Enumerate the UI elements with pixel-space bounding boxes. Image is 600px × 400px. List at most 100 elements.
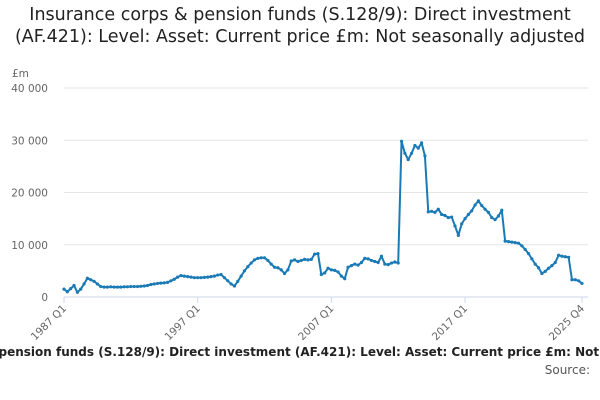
data-point[interactable] — [406, 157, 410, 162]
data-point[interactable] — [79, 287, 83, 291]
data-point[interactable] — [65, 290, 69, 294]
data-point[interactable] — [580, 281, 584, 286]
data-point[interactable] — [186, 275, 190, 279]
data-point[interactable] — [102, 285, 106, 289]
data-point[interactable] — [272, 265, 277, 269]
data-point[interactable] — [152, 282, 156, 286]
data-point[interactable] — [69, 287, 73, 291]
data-point[interactable] — [450, 215, 454, 219]
data-point[interactable] — [456, 233, 460, 237]
data-point[interactable] — [162, 281, 166, 285]
data-point[interactable] — [289, 259, 293, 263]
data-point[interactable] — [189, 275, 193, 279]
data-point[interactable] — [316, 252, 320, 256]
data-point[interactable] — [125, 285, 130, 289]
data-point[interactable] — [212, 274, 216, 278]
data-point[interactable] — [386, 263, 390, 267]
data-point[interactable] — [62, 287, 66, 291]
data-point[interactable] — [92, 279, 96, 283]
data-point[interactable] — [460, 222, 464, 226]
data-point[interactable] — [383, 262, 387, 266]
data-point[interactable] — [396, 261, 400, 265]
data-point[interactable] — [176, 275, 180, 279]
data-point[interactable] — [366, 257, 370, 261]
data-point[interactable] — [206, 275, 210, 279]
data-point[interactable] — [369, 258, 374, 263]
data-point[interactable] — [132, 284, 136, 289]
data-point[interactable] — [399, 139, 404, 143]
data-point[interactable] — [446, 215, 450, 220]
data-point[interactable] — [313, 252, 317, 256]
data-point[interactable] — [256, 256, 260, 260]
data-point[interactable] — [75, 290, 79, 294]
data-point[interactable] — [226, 279, 230, 283]
data-point[interactable] — [142, 284, 146, 288]
data-point[interactable] — [192, 276, 196, 280]
data-point[interactable] — [182, 274, 186, 278]
data-point[interactable] — [336, 270, 340, 274]
data-point[interactable] — [145, 283, 150, 288]
data-point[interactable] — [236, 279, 240, 283]
data-point[interactable] — [109, 285, 113, 289]
data-point[interactable] — [373, 259, 377, 264]
data-point[interactable] — [276, 266, 280, 270]
data-point[interactable] — [506, 240, 511, 244]
data-point[interactable] — [159, 281, 163, 285]
data-point[interactable] — [480, 203, 484, 208]
data-point[interactable] — [510, 240, 514, 244]
data-point[interactable] — [249, 261, 253, 265]
data-point[interactable] — [440, 212, 444, 217]
data-point[interactable] — [85, 276, 89, 280]
data-point[interactable] — [413, 143, 417, 148]
data-point[interactable] — [496, 214, 501, 218]
data-point[interactable] — [353, 262, 357, 266]
data-point[interactable] — [376, 260, 380, 265]
data-point[interactable] — [389, 261, 394, 265]
data-point[interactable] — [95, 282, 100, 286]
data-point[interactable] — [356, 263, 360, 267]
data-point[interactable] — [122, 285, 126, 289]
data-point[interactable] — [333, 268, 337, 272]
data-point[interactable] — [303, 257, 307, 261]
data-point[interactable] — [269, 262, 273, 266]
data-point[interactable] — [567, 255, 571, 259]
data-point[interactable] — [436, 207, 440, 211]
data-point[interactable] — [129, 284, 133, 289]
data-point[interactable] — [540, 271, 544, 276]
data-point[interactable] — [82, 282, 86, 286]
data-point[interactable] — [557, 253, 561, 257]
data-point[interactable] — [553, 260, 557, 265]
series-line[interactable] — [63, 140, 583, 294]
data-point[interactable] — [286, 268, 290, 272]
data-point[interactable] — [577, 279, 581, 283]
data-point[interactable] — [433, 210, 437, 214]
data-point[interactable] — [252, 258, 257, 262]
data-point[interactable] — [89, 278, 93, 282]
data-point[interactable] — [523, 247, 527, 252]
data-point[interactable] — [299, 258, 303, 263]
data-point[interactable] — [292, 258, 297, 262]
data-point[interactable] — [239, 274, 243, 278]
data-point[interactable] — [550, 264, 554, 268]
data-point[interactable] — [222, 276, 227, 280]
data-point[interactable] — [279, 268, 283, 272]
data-point[interactable] — [326, 266, 330, 270]
data-point[interactable] — [229, 282, 233, 286]
data-point[interactable] — [486, 210, 491, 214]
data-point[interactable] — [570, 278, 574, 282]
data-point[interactable] — [573, 278, 577, 282]
data-point[interactable] — [513, 241, 517, 245]
data-point[interactable] — [219, 272, 223, 277]
data-point[interactable] — [112, 285, 116, 289]
data-point[interactable] — [426, 210, 430, 214]
data-point[interactable] — [533, 262, 537, 266]
data-point[interactable] — [209, 275, 213, 279]
data-point[interactable] — [282, 271, 287, 276]
data-point[interactable] — [430, 209, 434, 213]
data-point[interactable] — [306, 258, 310, 262]
data-point[interactable] — [563, 255, 567, 259]
data-point[interactable] — [323, 271, 327, 275]
data-point[interactable] — [105, 285, 110, 289]
data-point[interactable] — [560, 254, 564, 258]
data-point[interactable] — [216, 273, 220, 277]
